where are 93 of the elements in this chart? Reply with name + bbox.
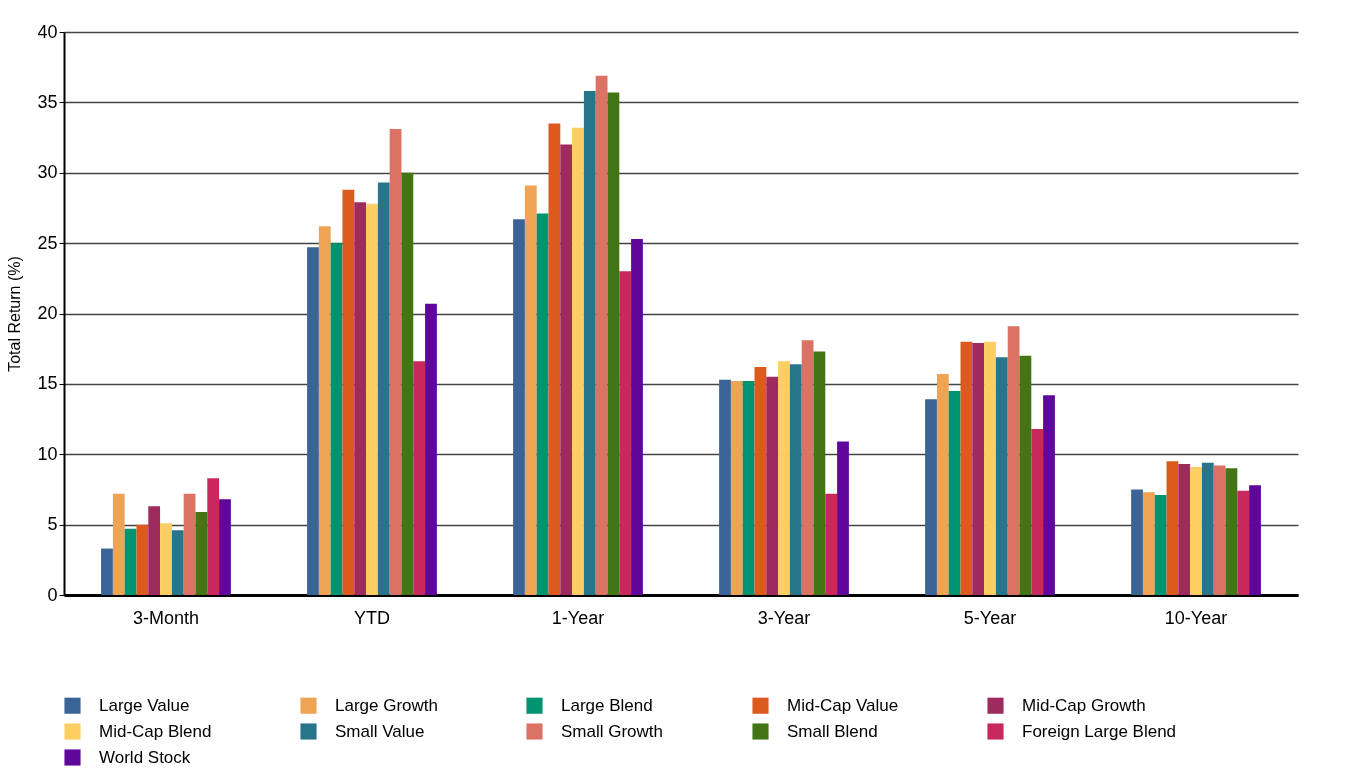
bar (1007, 326, 1020, 595)
bar (936, 374, 949, 595)
bar (389, 129, 402, 595)
bar (560, 144, 573, 595)
x-tick-label: 1-Year (551, 607, 605, 628)
bar (1190, 466, 1202, 595)
y-tick-label: 15 (37, 373, 58, 394)
bar (1213, 465, 1226, 595)
legend-label: Foreign Large Blend (1022, 721, 1177, 741)
bar (307, 247, 319, 595)
legend-label: Small Value (335, 721, 425, 741)
bar (1178, 464, 1191, 595)
bar (948, 390, 961, 595)
bar (1154, 495, 1167, 595)
x-tick-label: 3-Year (757, 607, 811, 628)
bar (719, 379, 731, 595)
y-tick-label: 40 (37, 21, 58, 42)
bar (984, 341, 996, 595)
bar (330, 243, 343, 595)
bar (572, 127, 584, 595)
bar (513, 219, 525, 595)
bar (825, 493, 838, 595)
bar (619, 271, 632, 595)
bar (366, 203, 378, 595)
legend-label: Large Blend (561, 695, 653, 715)
bar (1225, 468, 1238, 595)
y-tick-label: 0 (47, 584, 58, 605)
bar (1249, 485, 1261, 595)
bar (425, 303, 437, 595)
bar (536, 213, 549, 595)
bar (960, 341, 973, 595)
bar (766, 376, 779, 595)
bar (171, 530, 184, 595)
bar (195, 511, 208, 595)
bar (207, 478, 220, 595)
y-tick-label: 10 (37, 443, 58, 464)
bar (377, 182, 390, 595)
bar (401, 172, 414, 595)
bar (1131, 489, 1143, 595)
y-axis-title: Total Return (%) (6, 256, 24, 372)
y-tick-label: 30 (37, 162, 58, 183)
bar (730, 381, 743, 595)
bar (742, 381, 755, 595)
bar (995, 357, 1008, 595)
legend-label: Large Growth (335, 695, 438, 715)
bar (801, 340, 814, 595)
bar (219, 499, 231, 595)
bar (148, 506, 161, 595)
x-tick-label: 3-Month (132, 607, 199, 628)
y-tick-label: 25 (37, 232, 58, 253)
bar (925, 399, 937, 595)
bar (607, 92, 620, 595)
bar (183, 493, 196, 595)
legend-label: Large Value (99, 695, 190, 715)
y-tick-label: 35 (37, 91, 58, 112)
bar (813, 351, 826, 595)
bar (789, 364, 802, 595)
bar (778, 361, 790, 595)
legend-label: Mid-Cap Value (787, 695, 899, 715)
bar (1031, 428, 1044, 595)
bar (354, 202, 367, 595)
bar (583, 91, 596, 595)
legend-label: Mid-Cap Growth (1022, 695, 1146, 715)
bar (342, 189, 355, 595)
bar (318, 226, 331, 595)
x-tick-label: 10-Year (1164, 607, 1228, 628)
bar (754, 366, 767, 595)
bar (524, 185, 537, 595)
y-tick-label: 5 (47, 514, 58, 535)
legend-label: World Stock (99, 747, 191, 767)
bar (1166, 461, 1179, 595)
bar (124, 528, 137, 595)
bar (1201, 462, 1214, 595)
legend-label: Small Blend (787, 721, 878, 741)
legend-label: Small Growth (561, 721, 664, 741)
y-tick-label: 20 (37, 303, 58, 323)
x-tick-label: YTD (353, 607, 390, 628)
bar (112, 493, 125, 595)
bar (972, 343, 985, 595)
bar (837, 441, 849, 595)
bar (136, 524, 149, 595)
bar (631, 238, 643, 595)
bar (413, 361, 426, 595)
bar (1043, 395, 1055, 595)
bar (160, 523, 172, 595)
x-tick-label: 5-Year (963, 607, 1017, 628)
legend-label: Mid-Cap Blend (99, 721, 212, 741)
bar (595, 75, 608, 595)
bar (1142, 492, 1155, 595)
bar (1019, 355, 1032, 595)
bar (101, 548, 113, 595)
bar (548, 123, 561, 595)
bar (1237, 490, 1250, 595)
